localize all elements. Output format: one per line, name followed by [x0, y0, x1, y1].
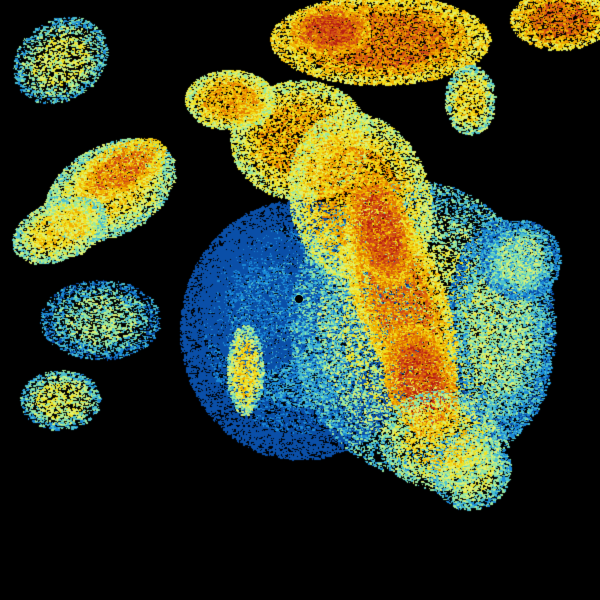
radar-site-marker — [295, 295, 303, 303]
